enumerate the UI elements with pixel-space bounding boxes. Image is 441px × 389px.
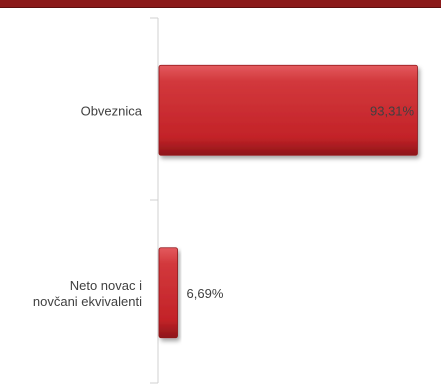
- bar-1: [158, 247, 178, 339]
- category-label: Neto novac i novčani ekvivalenti: [33, 278, 142, 309]
- top-banner: [0, 0, 441, 8]
- bar-0: [158, 64, 418, 156]
- data-label: 93,31%: [370, 103, 415, 118]
- data-label: 6,69%: [187, 286, 224, 301]
- category-label: Obveznica: [81, 103, 143, 118]
